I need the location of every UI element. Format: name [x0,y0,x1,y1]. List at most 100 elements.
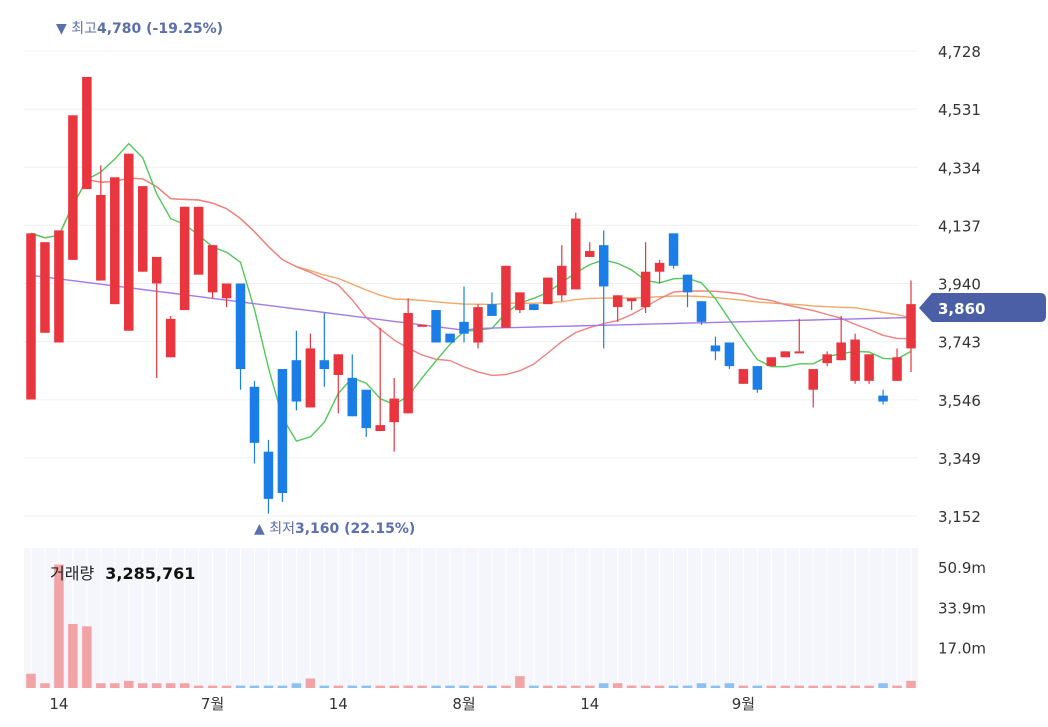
candle-body [612,295,623,308]
price-tick: 3,349 [938,450,981,468]
candle-body [165,318,176,358]
volume-bar [389,685,399,688]
candle-body [780,351,791,358]
volume-bar [864,685,874,688]
volume-bar [501,685,511,688]
candle-body [836,342,846,361]
candle-body [459,321,469,334]
volume-bar [26,673,36,688]
price-tick: 3,940 [938,276,981,294]
candle-body [529,304,539,311]
candle-body [417,324,427,327]
volume-tick: 17.0m [938,640,986,658]
candle-body [808,369,818,390]
candle-body [235,283,246,370]
price-tick: 3,546 [938,392,981,410]
candle-body [291,360,302,402]
volume-tick: 50.9m [938,559,986,577]
volume-bar [403,685,413,688]
candle-body [96,194,106,281]
volume-bar [417,685,427,688]
volume-bar [836,685,846,688]
volume-bar [151,683,162,688]
candle-body [221,283,232,299]
volume-bar [878,683,888,688]
volume-bar [333,685,344,688]
volume-bar [235,685,246,688]
volume-bars [26,564,916,688]
volume-bar [752,685,763,688]
volume-bar [529,685,539,688]
volume-bar [780,685,791,688]
price-tick: 4,137 [938,217,981,235]
date-tick: 14 [49,695,68,713]
candle-body [54,230,64,343]
candle-body [249,386,260,443]
candle-body [68,115,78,260]
volume-bar [738,685,749,688]
volume-bar [598,683,609,688]
ma120-line [30,274,912,331]
volume-bar [612,683,623,688]
candle-body [710,345,721,352]
candle-body [626,298,637,302]
candle-body [26,233,36,400]
volume-bar [68,623,78,688]
candle-body [179,206,190,311]
candle-body [361,389,371,429]
candle-body [654,262,665,272]
volume-bar [682,685,693,688]
volume-bar [375,685,385,688]
candle-body [445,333,455,343]
date-tick: 8월 [452,695,475,713]
volume-bar [892,685,902,688]
candle-body [40,242,50,333]
volume-panel-bg [24,548,918,688]
volume-bar [193,685,204,688]
price-tick: 4,334 [938,159,981,177]
ma5-line [30,142,912,442]
candle-body [403,313,413,414]
price-tick: 4,531 [938,101,981,119]
price-axis: 4,728 4,531 4,334 4,137 3,940 3,743 3,546 3,349… [938,43,981,526]
ma60-line [30,177,912,319]
candle-body [263,451,274,499]
candle-body [347,377,358,417]
volume-bar [571,685,581,688]
current-price-tag: 3,860 [919,293,1046,322]
volume-bar [626,685,637,688]
volume-bar [473,685,483,688]
moving-averages [30,142,912,442]
candle-body [850,339,860,381]
candle-body [864,354,874,381]
low-marker: ▲ 최저3,160 (22.15%) [254,521,415,537]
volume-bar [54,564,64,688]
volume-bar [124,680,134,688]
date-tick: 9월 [732,695,755,713]
volume-bar [557,685,567,688]
candle-body [543,277,553,305]
candle-body [598,245,609,287]
candle-body [878,395,888,402]
volume-bar [361,685,371,688]
candle-body [473,307,483,343]
low-arrow-icon: ▲ [254,521,269,537]
volume-bar [640,685,651,688]
volume-tick: 33.9m [938,600,986,618]
volume-bar [82,626,92,688]
price-tick: 3,152 [938,508,981,526]
price-tick: 3,743 [938,334,981,352]
candle-body [738,369,749,384]
volume-bar [277,685,288,688]
volume-bar [654,685,665,688]
candle-body [375,425,385,432]
candle-body [766,357,777,367]
high-marker: ▼ 최고4,780 (-19.25%) [56,21,223,37]
candle-body [501,265,511,328]
candle-body [584,251,595,257]
candle-body [906,304,916,349]
date-tick: 14 [329,695,348,713]
candle-body [431,310,441,343]
candle-body [892,357,902,381]
